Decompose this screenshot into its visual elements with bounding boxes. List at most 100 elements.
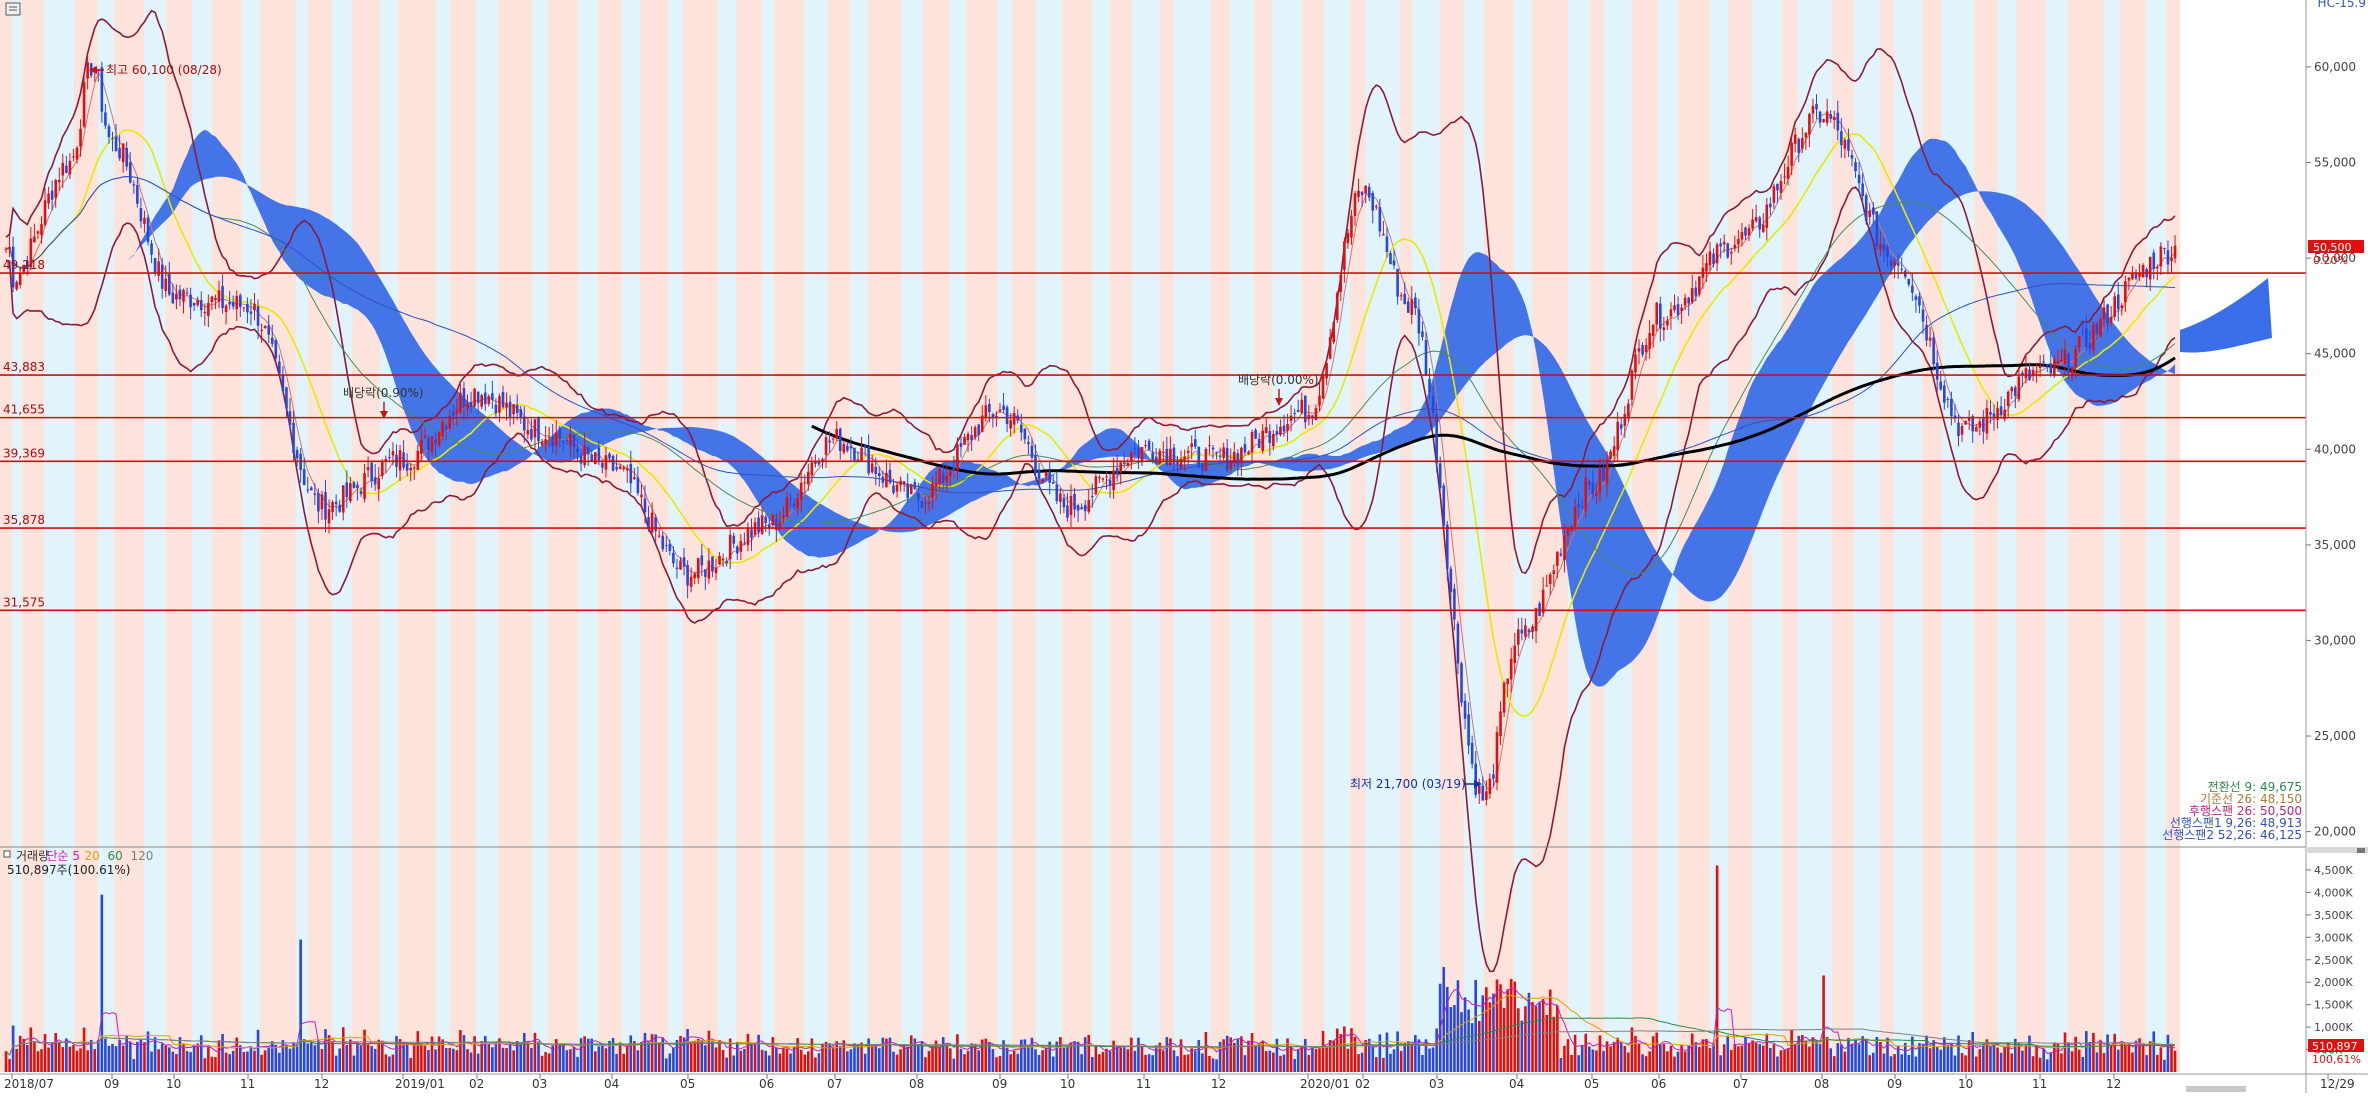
candle-body: [388, 457, 391, 459]
volume-legend-item: 거래량: [16, 849, 49, 863]
candle-body: [537, 416, 540, 442]
candle-body: [1761, 224, 1765, 232]
volume-bar: [1162, 1050, 1165, 1072]
volume-bar: [537, 1041, 540, 1072]
volume-bar: [1641, 1054, 1644, 1072]
volume-bar: [1069, 1042, 1073, 1072]
candle-body: [1360, 191, 1364, 196]
volume-bar: [1719, 1055, 1722, 1072]
candle-body: [874, 466, 878, 475]
volume-bar: [1410, 1044, 1414, 1072]
volume-bar: [881, 1037, 885, 1072]
candle-body: [324, 492, 327, 520]
level-label: 43,883: [3, 360, 45, 374]
splitter-icon[interactable]: [2357, 848, 2365, 853]
volume-bar: [1406, 1041, 1410, 1072]
month-label: 03: [532, 1077, 547, 1091]
candle-body: [693, 573, 696, 579]
candle-body: [1133, 448, 1137, 450]
volume-bar: [1470, 1023, 1474, 1072]
volume-bar: [1222, 1039, 1225, 1072]
candle-body: [121, 143, 125, 163]
candle-body: [1847, 139, 1850, 151]
candle-body: [1034, 455, 1037, 474]
volume-bar: [1041, 1050, 1044, 1072]
shade-band: [1036, 0, 1062, 1072]
volume-bar: [444, 1048, 448, 1072]
shade-band: [998, 0, 1012, 1072]
volume-bar: [1378, 1034, 1382, 1072]
ma-20: [5, 129, 2176, 717]
volume-bar: [40, 1049, 43, 1072]
candle-body: [139, 208, 143, 222]
candle-body: [1335, 292, 1339, 321]
candle-body: [1044, 472, 1048, 477]
candle-body: [998, 409, 1002, 412]
volume-bar: [281, 1040, 285, 1072]
volume-bar: [302, 1039, 306, 1072]
volume-bar: [1769, 1047, 1772, 1072]
shade-band: [1324, 0, 1350, 1072]
volume-bar: [1424, 1039, 1428, 1072]
candle-body: [1488, 778, 1492, 794]
volume-bar: [668, 1053, 672, 1072]
volume-bar: [1680, 1045, 1683, 1072]
volume-bar: [1353, 1036, 1357, 1072]
level-label: 31,575: [3, 595, 45, 609]
pane-splitter[interactable]: [2306, 847, 2368, 853]
candle-body: [405, 463, 409, 471]
volume-bar: [1840, 1044, 1843, 1072]
volume-bar: [1584, 1033, 1588, 1072]
volume-bar: [1566, 1039, 1570, 1072]
candle-body: [1012, 413, 1016, 425]
volume-bar: [2010, 1053, 2014, 1072]
volume-bar: [1705, 1039, 1708, 1072]
volume-bar: [764, 1050, 767, 1072]
candle-body: [459, 392, 462, 412]
volume-bar: [178, 1037, 182, 1072]
candle-body: [1939, 381, 1943, 390]
volume-bar: [356, 1044, 359, 1072]
menu-icon[interactable]: [5, 2, 21, 16]
volume-bar: [2024, 1044, 2028, 1072]
candle-body: [1250, 431, 1254, 453]
candle-body: [913, 482, 917, 489]
candle-body: [1815, 104, 1818, 110]
candle-body: [941, 473, 945, 483]
volume-bar: [416, 1031, 420, 1072]
candle-body: [1655, 302, 1659, 325]
candle-body: [679, 560, 682, 570]
volume-bar: [146, 1031, 150, 1072]
volume-ma: [5, 994, 2176, 1057]
candle-body: [196, 299, 199, 306]
volume-legend-icon[interactable]: [3, 850, 11, 858]
candle-body: [668, 543, 672, 551]
candle-body: [1744, 227, 1747, 236]
candle-body: [601, 463, 604, 468]
candle-body: [977, 424, 980, 435]
candle-body: [1137, 448, 1140, 458]
volume-bar: [1918, 1043, 1921, 1072]
scrollbar-thumb[interactable]: [2186, 1086, 2246, 1092]
candle-body: [1396, 268, 1399, 297]
volume-bar: [104, 1038, 107, 1072]
volume-bar: [121, 1045, 125, 1072]
volume-bar: [1179, 1039, 1183, 1072]
volume-bar: [1197, 1040, 1201, 1072]
volume-bar: [501, 1047, 505, 1072]
volume-bar: [2006, 1042, 2010, 1072]
volume-bar: [1201, 1053, 1204, 1072]
volume-bar: [15, 1048, 18, 1072]
candle-body: [231, 301, 235, 307]
candle-body: [2127, 277, 2131, 281]
candle-body: [817, 461, 821, 465]
candle-body: [1520, 629, 1524, 634]
volume-bar: [65, 1038, 68, 1072]
volume-bar: [1747, 1043, 1751, 1072]
candle-body: [2081, 331, 2085, 333]
price-tick-label: 30,000: [2314, 633, 2356, 647]
candle-body: [1048, 471, 1051, 483]
volume-bar: [1882, 1053, 1886, 1072]
shade-band: [74, 0, 98, 1072]
